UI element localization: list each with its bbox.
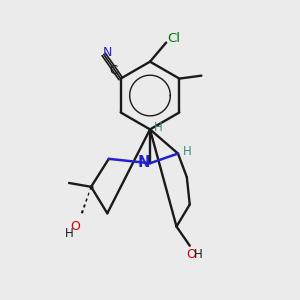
Text: N: N xyxy=(103,46,112,59)
Text: H: H xyxy=(182,145,191,158)
Text: H: H xyxy=(154,122,163,134)
Text: C: C xyxy=(110,64,118,76)
Text: O: O xyxy=(186,248,196,261)
Text: H: H xyxy=(65,227,74,240)
Text: Cl: Cl xyxy=(167,32,180,46)
Text: N: N xyxy=(137,155,150,170)
Text: O: O xyxy=(70,220,80,233)
Text: H: H xyxy=(194,248,202,261)
